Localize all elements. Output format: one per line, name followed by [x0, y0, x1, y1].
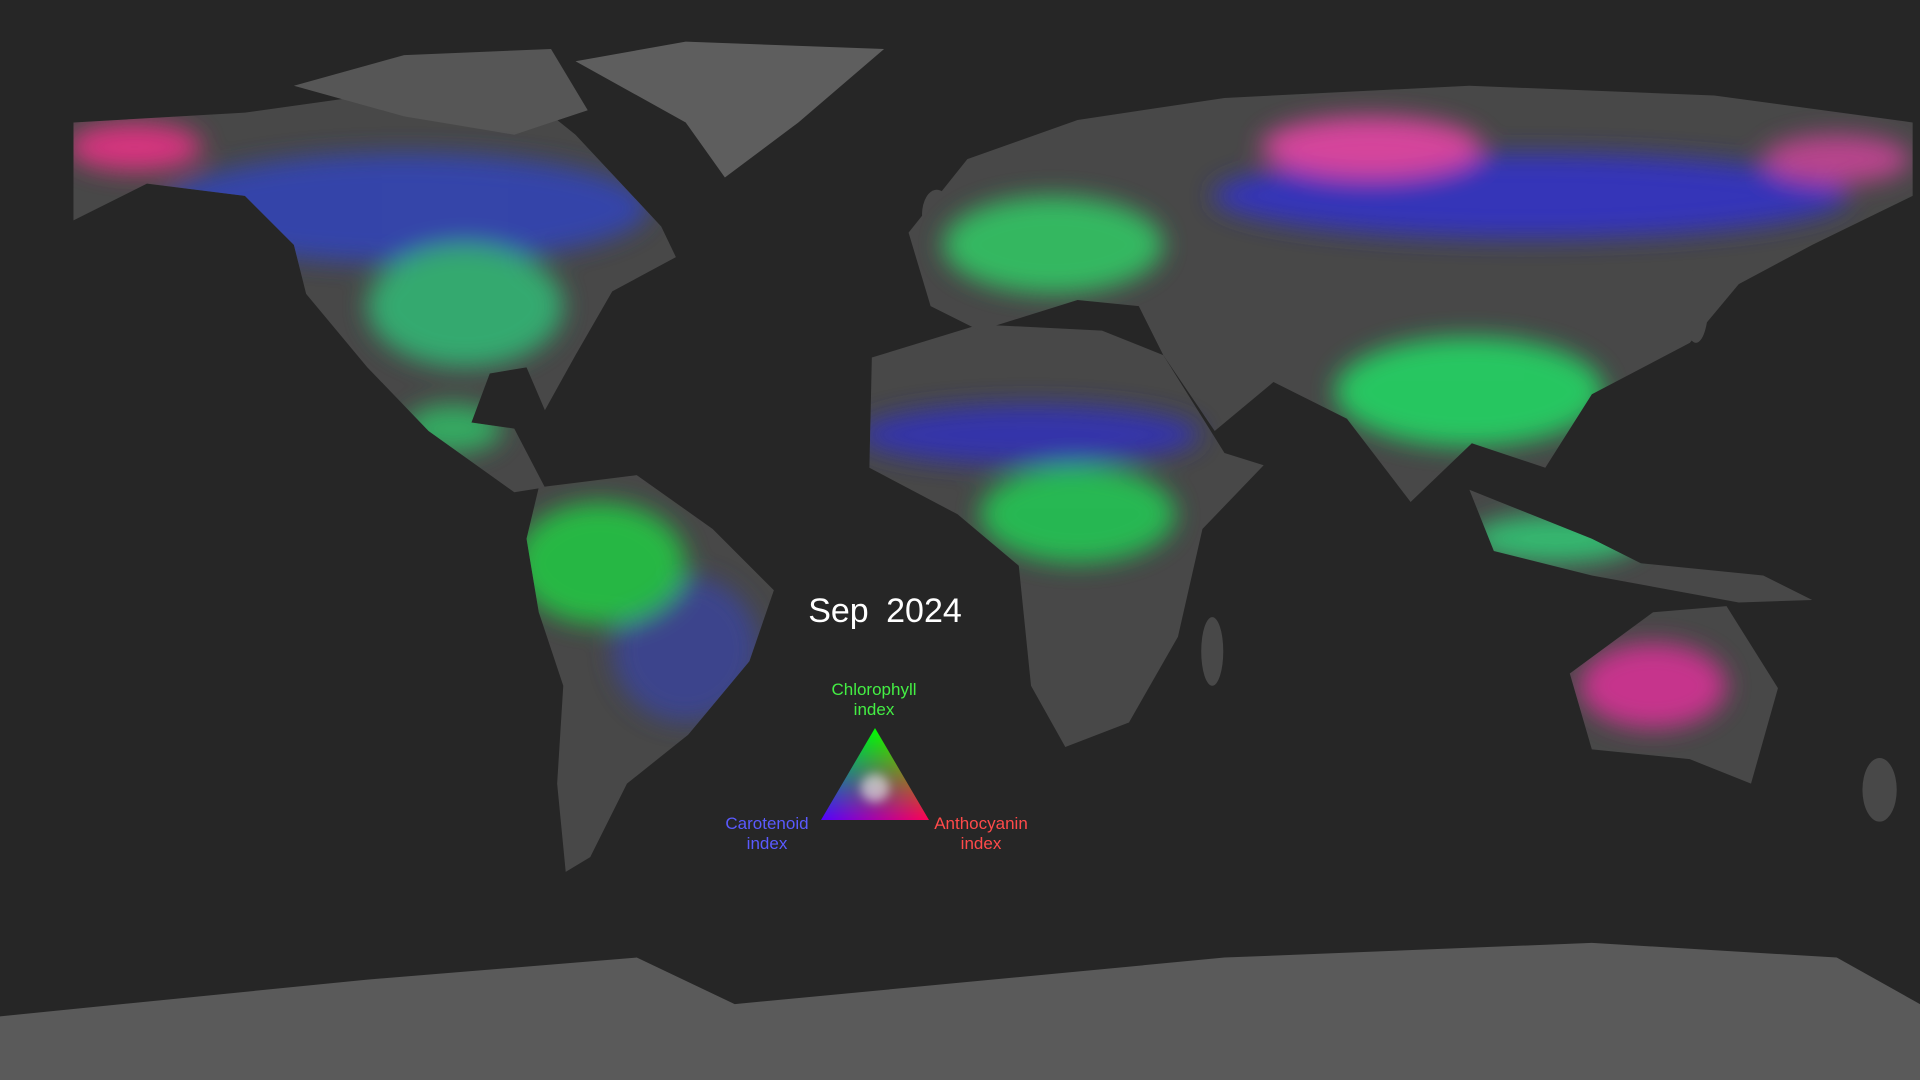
- greenland: [575, 41, 885, 178]
- chlorophyll-region: [1334, 336, 1605, 447]
- legend-anthocyanin-line1: Anthocyanin: [934, 814, 1028, 833]
- vegetation-overlay: [73, 116, 1911, 729]
- color-triangle-legend: [821, 728, 929, 820]
- legend-carotenoid-line2: index: [746, 834, 788, 853]
- anthocyanin-region: [73, 122, 203, 172]
- legend-anthocyanin-line2: index: [960, 834, 1002, 853]
- chlorophyll-region: [514, 502, 686, 625]
- legend-carotenoid-label: Carotenoid index: [697, 814, 837, 854]
- chlorophyll-region: [367, 244, 564, 368]
- maritime-southeast-asia: [1469, 489, 1813, 603]
- new-zealand: [1862, 757, 1897, 822]
- legend-chlorophyll-line1: Chlorophyll: [831, 680, 917, 699]
- antarctica: [0, 942, 1920, 1080]
- arctic-islands: [293, 48, 588, 135]
- anthocyanin-region: [1261, 116, 1482, 178]
- date-label: Sep 2024: [808, 592, 962, 630]
- anthocyanin-region: [1763, 134, 1911, 184]
- madagascar: [1201, 617, 1224, 686]
- anthocyanin-region: [1579, 642, 1727, 729]
- legend-chlorophyll-label: Chlorophyll index: [804, 680, 944, 720]
- carotenoid-region: [857, 404, 1200, 466]
- british-isles: [922, 189, 952, 239]
- triangle-white-center: [861, 774, 889, 802]
- carotenoid-region: [159, 153, 649, 264]
- legend-carotenoid-line1: Carotenoid: [725, 814, 809, 833]
- japan: [1683, 269, 1709, 343]
- chlorophyll-region: [404, 404, 503, 454]
- legend-anthocyanin-label: Anthocyanin index: [911, 814, 1051, 854]
- chlorophyll-region: [942, 195, 1164, 294]
- chlorophyll-region: [1469, 514, 1641, 564]
- chlorophyll-region: [979, 465, 1176, 564]
- legend-chlorophyll-line2: index: [853, 700, 895, 719]
